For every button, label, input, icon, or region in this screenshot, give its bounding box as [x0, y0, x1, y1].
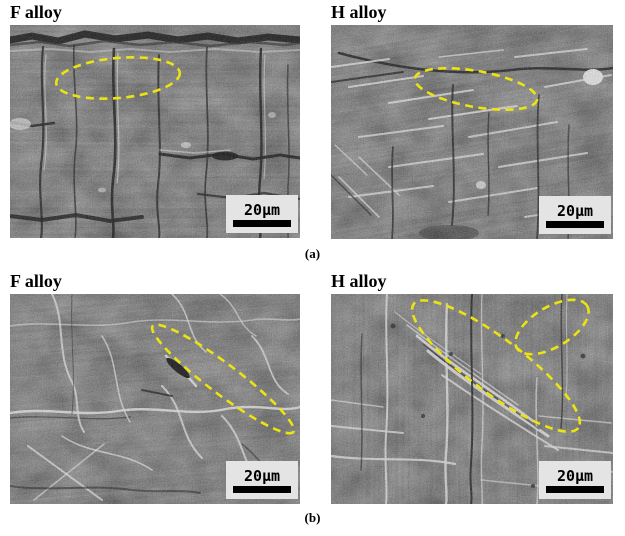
sem-micrograph-a-f: 20μm — [10, 25, 300, 238]
scale-label: 20μm — [243, 466, 281, 485]
scale-overlay: 20μm — [226, 461, 298, 499]
sem-micrograph-b-h: 20μm — [331, 294, 613, 504]
panel-label: H alloy — [331, 271, 387, 291]
scale-bar — [546, 485, 604, 493]
row-caption-b: (b) — [304, 510, 321, 525]
sem-micrograph-b-f: 20μm — [10, 294, 300, 504]
sem-texture-b-h — [331, 294, 613, 504]
scale-label: 20μm — [556, 466, 594, 485]
highlight-ellipse-small — [514, 298, 590, 356]
panel-label: H alloy — [331, 2, 387, 22]
sem-texture-a-f — [10, 25, 300, 238]
scale-bar — [233, 219, 291, 227]
sem-texture-a-h — [331, 25, 613, 239]
micrograph-panel-a-f: F alloy — [10, 1, 300, 238]
row-caption-a: (a) — [304, 246, 321, 261]
scale-bar — [233, 485, 291, 493]
scale-overlay: 20μm — [539, 461, 611, 499]
scale-overlay: 20μm — [226, 195, 298, 233]
scale-bar — [546, 220, 604, 228]
scale-overlay: 20μm — [539, 196, 611, 234]
micrograph-panel-a-h: H alloy — [331, 1, 613, 239]
micrograph-panel-b-f: F alloy — [10, 270, 300, 504]
scale-label: 20μm — [243, 200, 281, 219]
micrograph-panel-b-h: H alloy — [331, 270, 613, 504]
highlight-ellipse — [54, 56, 182, 100]
scale-label: 20μm — [556, 201, 594, 220]
panel-label: F alloy — [10, 271, 62, 291]
sem-micrograph-a-h: 20μm — [331, 25, 613, 239]
panel-label: F alloy — [10, 2, 62, 22]
highlight-ellipse — [150, 323, 296, 435]
highlight-ellipse — [413, 66, 539, 112]
